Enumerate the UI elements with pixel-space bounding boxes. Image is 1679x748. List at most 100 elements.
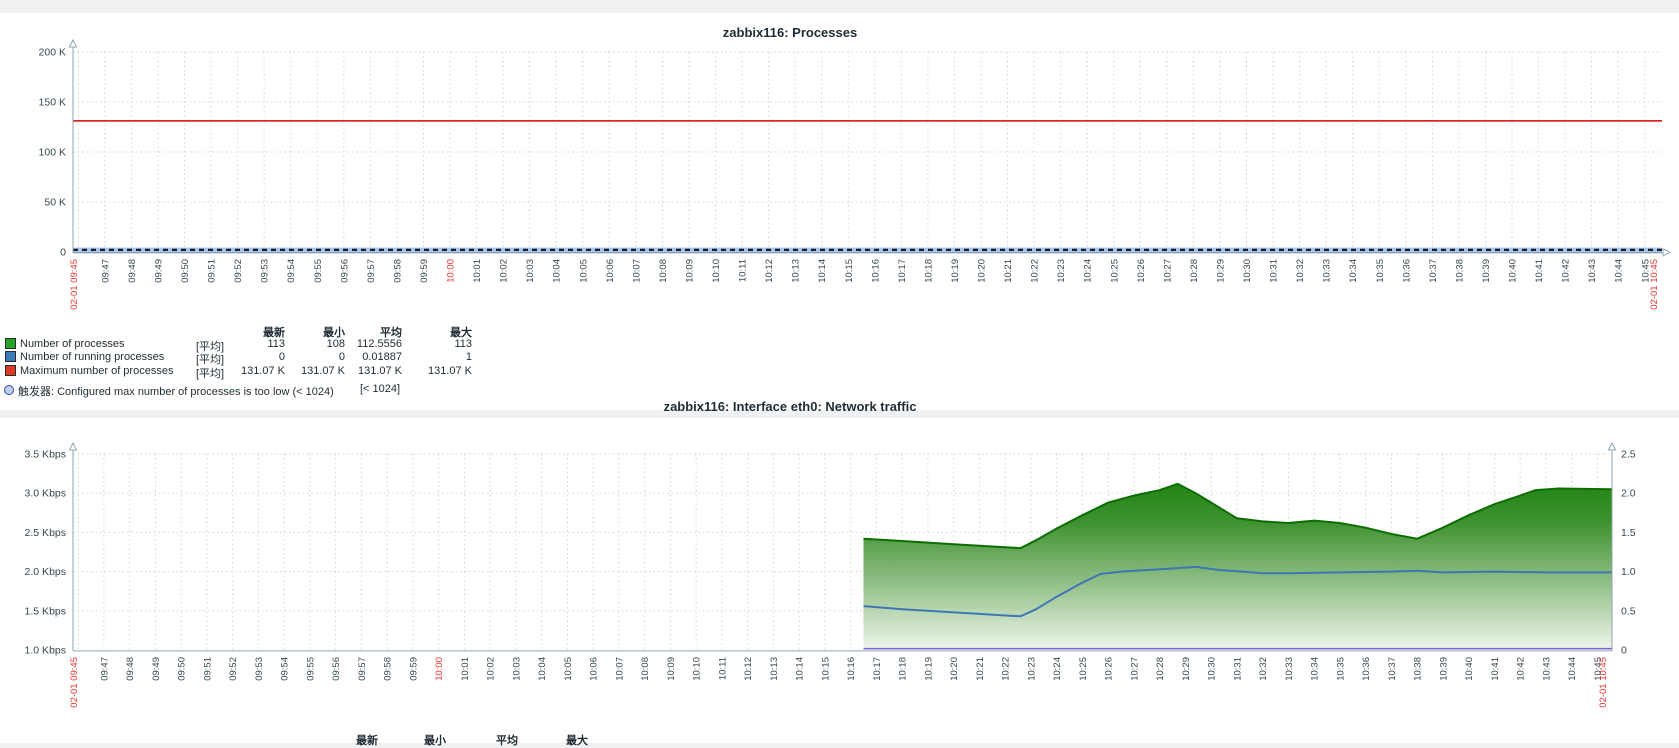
x-tick-label: 10:11 bbox=[738, 259, 749, 282]
x-tick-label: 10:17 bbox=[872, 657, 883, 681]
x-tick-label: 10:08 bbox=[658, 259, 669, 283]
x-tick-label: 09:47 bbox=[99, 657, 110, 681]
x-tick-label: 10:38 bbox=[1413, 657, 1424, 681]
series-stat-value: 108 bbox=[326, 337, 345, 350]
x-tick-label: 10:43 bbox=[1541, 657, 1552, 681]
x-tick-label: 10:09 bbox=[666, 657, 677, 681]
x-tick-label: 10:36 bbox=[1361, 657, 1372, 681]
y-tick-label-right: 0.5 bbox=[1621, 605, 1636, 617]
network-traffic-chart-legend: 最新 最小 平均 最大 bbox=[0, 732, 760, 747]
series-name: Number of processes bbox=[20, 337, 125, 350]
x-tick-label: 10:28 bbox=[1155, 657, 1166, 681]
x-tick-label: 09:51 bbox=[202, 657, 213, 681]
x-tick-label: 10:35 bbox=[1335, 657, 1346, 681]
series-stat-value: 0 bbox=[278, 351, 285, 363]
x-tick-label: 10:34 bbox=[1348, 259, 1359, 283]
incoming-traffic-area bbox=[863, 483, 1612, 650]
y-tick-label-left: 1.0 Kbps bbox=[25, 645, 66, 657]
legend-header: 最小 bbox=[424, 735, 446, 747]
x-tick-label: 10:36 bbox=[1401, 259, 1412, 283]
x-tick-label: 10:25 bbox=[1109, 259, 1120, 283]
x-tick-label: 10:39 bbox=[1438, 657, 1449, 681]
x-tick-label: 10:40 bbox=[1508, 259, 1519, 283]
x-tick-label: 10:20 bbox=[949, 657, 960, 681]
y-tick-label: 50 K bbox=[44, 197, 66, 209]
x-tick-label: 10:12 bbox=[743, 657, 754, 681]
x-date-label: 02-01 10:45 bbox=[1598, 657, 1609, 708]
y-tick-label-left: 2.0 Kbps bbox=[25, 566, 66, 578]
y-tick-label-right: 2.0 bbox=[1621, 488, 1636, 500]
x-tick-label: 09:48 bbox=[127, 259, 138, 283]
x-tick-label: 10:45 bbox=[1593, 657, 1604, 681]
series-stat-value: 131.07 K bbox=[357, 364, 402, 377]
incoming-traffic-edge bbox=[863, 482, 1612, 550]
legend-color-swatch bbox=[5, 364, 16, 376]
series-function: [平均] bbox=[196, 340, 225, 353]
x-tick-label: 10:05 bbox=[563, 657, 574, 681]
series-name: Number of running processes bbox=[20, 351, 165, 363]
x-tick-label: 10:33 bbox=[1322, 259, 1333, 283]
series-stat-value: 113 bbox=[267, 337, 285, 350]
trigger-row: 触发器: Configured max number of processes … bbox=[0, 383, 760, 398]
x-tick-label: 10:42 bbox=[1561, 259, 1572, 283]
x-tick-label: 10:23 bbox=[1026, 657, 1037, 681]
x-tick-label: 10:15 bbox=[820, 657, 831, 681]
x-tick-label: 10:32 bbox=[1258, 657, 1269, 681]
y-tick-label: 0 bbox=[60, 247, 66, 259]
x-tick-label: 10:21 bbox=[1003, 259, 1014, 283]
x-tick-label: 10:03 bbox=[511, 657, 522, 681]
x-tick-label: 10:39 bbox=[1481, 259, 1492, 283]
series-stat-value: 112.5556 bbox=[356, 337, 402, 350]
series-stat-value: 131.07 K bbox=[240, 364, 285, 377]
x-tick-label: 10:26 bbox=[1104, 657, 1115, 681]
legend-header: 最大 bbox=[450, 327, 472, 339]
x-tick-label: 10:37 bbox=[1387, 657, 1398, 681]
x-tick-label: 10:07 bbox=[631, 259, 642, 283]
processes-chart-legend: 最新 最小 平均 最大 Number of processes [平均] 113 108 112… bbox=[0, 324, 760, 398]
x-tick-label: 10:41 bbox=[1490, 657, 1501, 681]
legend-color-swatch bbox=[5, 337, 16, 349]
trigger-label: 触发器: Configured max number of processes … bbox=[18, 386, 334, 398]
series-stat-value: 131.07 K bbox=[300, 364, 345, 377]
x-tick-label: 10:20 bbox=[977, 259, 988, 283]
x-tick-label: 09:58 bbox=[392, 259, 403, 283]
legend-header: 平均 bbox=[380, 327, 402, 339]
x-tick-label: 10:19 bbox=[923, 657, 934, 681]
x-tick-label: 10:37 bbox=[1428, 259, 1439, 283]
legend-header-row: 最新 最小 平均 最大 bbox=[0, 324, 760, 339]
x-tick-label: 10:14 bbox=[795, 657, 806, 681]
x-tick-label: 10:16 bbox=[870, 259, 881, 283]
series-stat-value: 0.01887 bbox=[362, 351, 402, 363]
x-tick-label: 10:00 bbox=[434, 657, 445, 681]
x-tick-label: 10:06 bbox=[589, 657, 600, 681]
x-tick-label: 09:52 bbox=[228, 657, 239, 681]
y-tick-label-left: 1.5 Kbps bbox=[25, 605, 66, 617]
y-tick-label-right: 2.5 bbox=[1621, 449, 1636, 461]
x-tick-label: 10:31 bbox=[1269, 259, 1280, 283]
x-tick-label: 10:32 bbox=[1295, 259, 1306, 283]
x-tick-label: 09:57 bbox=[357, 657, 368, 681]
x-tick-label: 10:26 bbox=[1136, 259, 1147, 283]
y-tick-label-right: 1.0 bbox=[1621, 566, 1636, 578]
x-tick-label: 10:11 bbox=[717, 657, 728, 680]
x-tick-label: 09:49 bbox=[151, 657, 162, 681]
x-tick-label: 10:24 bbox=[1052, 657, 1063, 681]
x-tick-label: 10:18 bbox=[923, 259, 934, 283]
legend-row: Number of running processes [平均] 0 0 0.01887… bbox=[0, 351, 760, 366]
x-date-label: 02-01 09:45 bbox=[69, 259, 80, 310]
x-date-label: 02-01 09:45 bbox=[69, 657, 80, 708]
y-tick-label: 150 K bbox=[39, 97, 66, 109]
y-tick-label: 200 K bbox=[39, 47, 66, 59]
series-stat-value: 1 bbox=[465, 351, 472, 363]
x-tick-label: 09:54 bbox=[280, 657, 291, 681]
trigger-threshold: [< 1024] bbox=[360, 383, 401, 395]
x-tick-label: 10:45 bbox=[1640, 259, 1651, 283]
series-name: Maximum number of processes bbox=[20, 364, 174, 377]
x-tick-label: 09:55 bbox=[313, 259, 324, 283]
axis-arrow-right-icon bbox=[1662, 247, 1672, 257]
x-tick-label: 09:49 bbox=[153, 259, 164, 283]
x-tick-label: 10:22 bbox=[1001, 657, 1012, 681]
axis-arrow-up-icon bbox=[1607, 441, 1617, 451]
